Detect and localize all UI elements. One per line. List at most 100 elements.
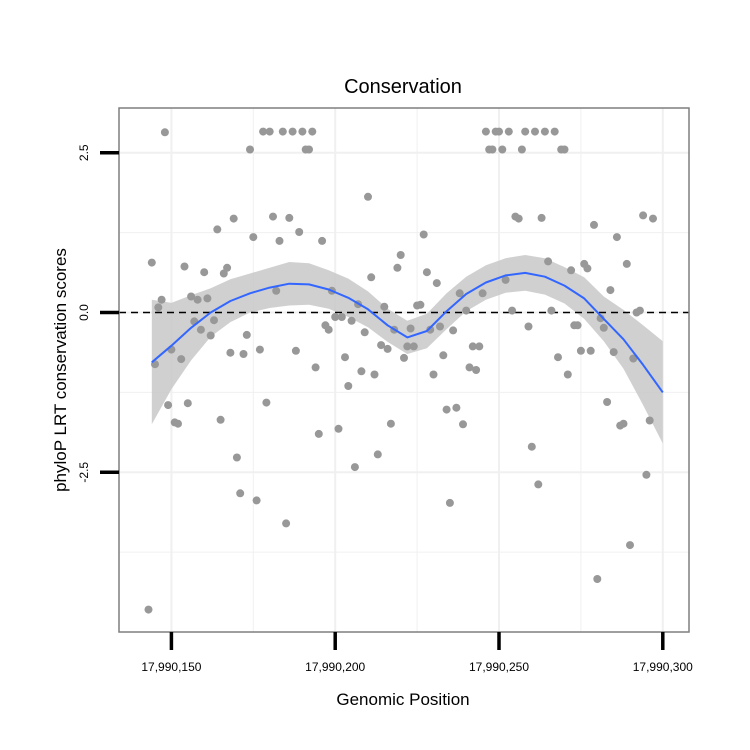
data-point (560, 145, 569, 154)
x-tick-label: 17,990,200 (305, 660, 365, 674)
data-point (269, 212, 277, 221)
data-point (252, 496, 261, 505)
data-point (432, 279, 441, 288)
data-point (177, 355, 186, 364)
data-point (472, 366, 481, 374)
data-point (331, 313, 340, 321)
data-point (409, 342, 418, 351)
data-point (517, 145, 526, 154)
data-point (144, 605, 153, 614)
data-point (573, 321, 582, 330)
data-point (210, 316, 218, 325)
data-point (478, 289, 487, 298)
data-point (262, 398, 271, 407)
data-point (629, 354, 638, 363)
data-point (272, 286, 281, 295)
data-point (603, 398, 612, 406)
data-point (619, 419, 628, 428)
data-point (174, 419, 182, 428)
data-point (275, 236, 284, 245)
chart-title: Conservation (344, 76, 462, 98)
data-point (196, 325, 205, 334)
data-point (576, 346, 585, 355)
data-point (465, 363, 474, 372)
data-point (154, 303, 163, 312)
data-point (160, 128, 169, 137)
data-point (449, 326, 458, 335)
data-point (563, 370, 572, 379)
data-point (606, 286, 615, 295)
data-point (278, 127, 287, 136)
data-point (380, 302, 389, 311)
data-point (357, 367, 366, 376)
data-point (521, 127, 530, 136)
data-point (645, 416, 654, 425)
data-point (193, 295, 202, 304)
data-point (429, 370, 438, 379)
data-point (203, 294, 212, 303)
data-point (442, 405, 451, 414)
data-point (537, 213, 546, 222)
data-point (419, 230, 428, 239)
x-axis: 17,990,150 17,990,200 17,990,250 17,990,300 (141, 632, 693, 674)
data-point (547, 306, 556, 315)
data-point (305, 145, 313, 154)
data-point (377, 341, 386, 350)
data-point (590, 220, 598, 229)
data-point (200, 268, 209, 277)
data-point (360, 328, 369, 337)
data-point (350, 463, 359, 472)
data-point (540, 127, 549, 136)
data-point (255, 345, 264, 354)
data-point (426, 325, 435, 334)
data-point (622, 259, 631, 268)
data-point (593, 575, 602, 583)
data-point (226, 348, 235, 357)
data-point (324, 325, 333, 334)
data-point (455, 289, 464, 298)
plot-panel-border (118, 107, 690, 633)
data-point (223, 263, 232, 272)
data-point (259, 127, 268, 136)
data-point (229, 214, 238, 223)
data-point (318, 236, 327, 245)
data-point (232, 453, 241, 462)
data-point (265, 127, 274, 136)
data-point (439, 351, 448, 360)
data-point (147, 258, 156, 267)
data-point (635, 306, 644, 315)
data-point (216, 415, 225, 424)
data-point (514, 214, 523, 223)
data-point (288, 127, 297, 136)
data-point (639, 211, 648, 220)
data-point (649, 214, 657, 223)
data-point (386, 419, 395, 428)
data-point (495, 127, 503, 136)
data-point (393, 263, 402, 272)
data-point (508, 306, 517, 315)
data-point (157, 295, 166, 304)
data-point (459, 420, 467, 429)
data-point (609, 348, 618, 357)
data-point (462, 306, 471, 315)
data-point (187, 292, 196, 301)
data-point (416, 300, 425, 309)
data-point (239, 350, 248, 358)
data-point (626, 541, 634, 550)
data-point (488, 145, 497, 154)
data-point (213, 225, 222, 234)
y-tick-label: -2.5 (77, 462, 91, 483)
data-point (445, 498, 454, 507)
data-point (527, 442, 536, 451)
data-point (298, 127, 307, 136)
data-point (544, 257, 553, 266)
grid-lines (119, 108, 689, 632)
x-tick-label: 17,990,150 (141, 660, 201, 674)
data-point (583, 264, 592, 273)
data-point (344, 382, 353, 390)
data-point (534, 480, 543, 489)
data-point (400, 353, 408, 362)
data-point (501, 275, 510, 284)
data-point (206, 331, 215, 340)
